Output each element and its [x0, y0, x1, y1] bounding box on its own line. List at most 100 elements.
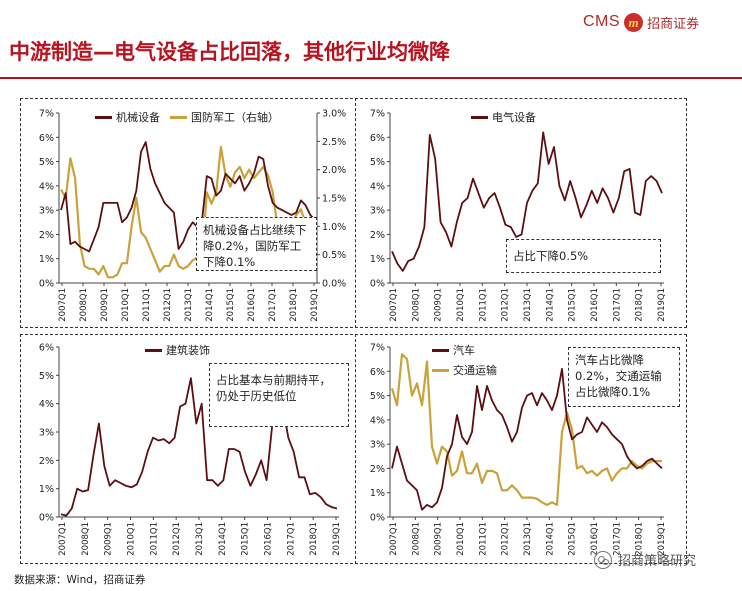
series-line — [391, 131, 663, 272]
x-tick-label: 2018Q1 — [635, 288, 645, 322]
x-tick-label: 2014Q1 — [205, 288, 215, 322]
panel-machinery: 0% 1% 2% 3% 4% 5% 6% 7% 0.0% 0.5% 1.0% 1.5% 2.0% 2.5%… — [20, 98, 358, 328]
panel-auto-transport: 0% 1% 2% 3% 4% 5% 6% 7% 2007Q1 2008Q1 2009Q1 2010Q1… — [355, 334, 687, 564]
annotation-auto-transport: 汽车占比微降0.2%，交通运输占比微降0.1% — [568, 347, 680, 407]
x-tick-label: 2017Q1 — [268, 288, 278, 322]
legend-label: 建筑装饰 — [166, 344, 210, 357]
x-tick-label: 2018Q1 — [309, 522, 319, 556]
legend-construction: 建筑装饰 — [145, 342, 220, 358]
y-tick-label: 4% — [370, 181, 385, 192]
x-tick-label: 2013Q1 — [523, 288, 533, 322]
y-tick-label: 4% — [39, 399, 54, 410]
y-tick-label: 4% — [39, 181, 54, 192]
x-tick-label: 2008Q1 — [411, 288, 421, 322]
data-source-note: 数据来源：Wind，招商证券 — [14, 574, 146, 586]
chart-electrical: 0% 1% 2% 3% 4% 5% 6% 7% 2007Q1 2008Q1 2009Q1 2010Q1… — [370, 109, 667, 322]
panel-electrical: 0% 1% 2% 3% 4% 5% 6% 7% 2007Q1 2008Q1 2009Q1 2010Q1… — [355, 98, 687, 328]
x-tick-label: 2010Q1 — [456, 288, 466, 322]
y-tick-label: 1% — [370, 488, 385, 499]
legend-label: 电气设备 — [492, 111, 536, 124]
x-tick-label: 2008Q1 — [411, 522, 421, 556]
y-tick-label: 2% — [39, 230, 54, 241]
legend-electrical: 电气设备 — [471, 109, 546, 125]
x-tick-label: 2009Q1 — [434, 288, 444, 322]
chart-construction: 0% 1% 2% 3% 4% 5% 6% 2007Q1 2008Q1 2009Q1 2010Q1 20… — [39, 343, 342, 556]
y2-tick-label: 3.0% — [322, 109, 346, 120]
watermark: 招商策略研究 — [594, 550, 696, 569]
x-tick-label: 2013Q1 — [184, 288, 194, 322]
x-tick-label: 2015Q1 — [568, 288, 578, 322]
y-tick-label: 3% — [370, 440, 385, 451]
x-tick-label: 2016Q1 — [590, 288, 600, 322]
x-tick-label: 2009Q1 — [434, 522, 444, 556]
y-tick-label: 1% — [39, 484, 54, 495]
legend-item: 交通运输 — [432, 362, 497, 378]
y-tick-label: 6% — [370, 367, 385, 378]
x-tick-label: 2010Q1 — [127, 522, 137, 556]
legend-label: 汽车 — [453, 344, 475, 357]
x-tick-label: 2010Q1 — [456, 522, 466, 556]
legend-item: 汽车 — [432, 342, 475, 358]
x-tick-label: 2014Q1 — [545, 522, 555, 556]
x-tick-label: 2014Q1 — [545, 288, 555, 322]
legend-label: 机械设备 — [116, 111, 160, 124]
title-divider — [0, 77, 742, 79]
x-tick-label: 2017Q1 — [612, 522, 622, 556]
x-tick-label: 2015Q1 — [226, 288, 236, 322]
y-tick-label: 5% — [39, 371, 54, 382]
y-tick-label: 3% — [39, 206, 54, 217]
y-tick-label: 7% — [370, 109, 385, 120]
series-line — [60, 141, 316, 253]
x-tick-label: 2012Q1 — [172, 522, 182, 556]
y2-tick-label: 2.5% — [322, 137, 346, 148]
x-tick-label: 2018Q1 — [635, 522, 645, 556]
y-tick-label: 5% — [370, 391, 385, 402]
x-tick-label: 2013Q1 — [523, 522, 533, 556]
x-tick-label: 2015Q1 — [568, 522, 578, 556]
y-tick-label: 6% — [39, 343, 54, 354]
legend-auto-transport: 汽车 交通运输 — [432, 342, 507, 378]
y-tick-label: 1% — [370, 254, 385, 265]
chart-auto-transport: 0% 1% 2% 3% 4% 5% 6% 7% 2007Q1 2008Q1 2009Q1 2010Q1… — [370, 343, 667, 556]
y2-tick-label: 2.0% — [322, 165, 346, 176]
x-tick-label: 2016Q1 — [590, 522, 600, 556]
y2-tick-label: 1.5% — [322, 194, 346, 205]
logo-text: CMS — [583, 13, 621, 30]
x-tick-label: 2007Q1 — [389, 522, 399, 556]
x-tick-label: 2012Q1 — [163, 288, 173, 322]
x-tick-label: 2017Q1 — [286, 522, 296, 556]
annotation-machinery: 机械设备占比继续下降0.2%，国防军工下降0.1% — [196, 217, 317, 271]
legend-label: 交通运输 — [453, 364, 497, 377]
legend-swatch — [95, 115, 112, 119]
legend-swatch — [471, 115, 488, 119]
x-tick-label: 2011Q1 — [478, 522, 488, 556]
x-tick-label: 2011Q1 — [149, 522, 159, 556]
x-tick-label: 2016Q1 — [247, 288, 257, 322]
x-tick-label: 2017Q1 — [612, 288, 622, 322]
x-tick-label: 2013Q1 — [195, 522, 205, 556]
x-tick-label: 2007Q1 — [58, 522, 68, 556]
x-tick-label: 2008Q1 — [79, 288, 89, 322]
y-tick-label: 0% — [370, 513, 385, 524]
x-tick-label: 2019Q1 — [657, 288, 667, 322]
legend-swatch — [432, 348, 449, 352]
x-tick-label: 2019Q1 — [310, 288, 320, 322]
logo-chinese-name: 招商证券 — [647, 16, 700, 32]
legend-machinery: 机械设备 国防军工（右轴） — [95, 109, 289, 125]
series-line — [60, 377, 338, 517]
legend-item: 建筑装饰 — [145, 342, 210, 358]
y-tick-label: 6% — [370, 133, 385, 144]
y-tick-label: 7% — [370, 343, 385, 354]
y-tick-label: 2% — [39, 456, 54, 467]
x-tick-label: 2008Q1 — [81, 522, 91, 556]
y-tick-label: 0% — [39, 279, 54, 290]
y-tick-label: 7% — [39, 109, 54, 120]
y-tick-label: 5% — [370, 157, 385, 168]
legend-label: 国防军工（右轴） — [191, 111, 279, 124]
wechat-icon — [594, 550, 612, 569]
x-tick-label: 2009Q1 — [104, 522, 114, 556]
y2-tick-label: 1.0% — [322, 222, 346, 233]
watermark-text: 招商策略研究 — [618, 554, 697, 569]
series-line — [391, 368, 663, 511]
x-tick-label: 2010Q1 — [121, 288, 131, 322]
